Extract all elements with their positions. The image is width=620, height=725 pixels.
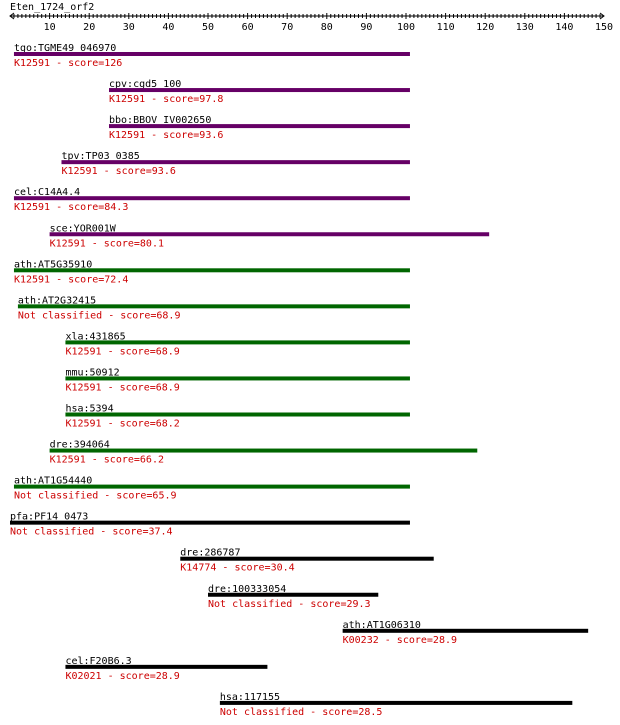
axis-right-arrow bbox=[599, 12, 605, 20]
hit-bar bbox=[65, 664, 268, 669]
hit-bar bbox=[17, 304, 410, 309]
hit-name: hsa:117155 bbox=[220, 692, 280, 703]
hit-row: dre:286787 K14774 - score=30.4 bbox=[180, 548, 434, 574]
tick-label: 60 bbox=[242, 22, 254, 33]
hit-row: bbo:BBOV_IV002650 K12591 - score=93.6 bbox=[109, 115, 410, 141]
tick-label: 50 bbox=[202, 22, 214, 33]
hit-annotation: K02021 - score=28.9 bbox=[65, 671, 179, 682]
hit-row: tgo:TGME49_046970 K12591 - score=126 bbox=[13, 43, 410, 69]
tick-label: 90 bbox=[360, 22, 372, 33]
hit-row: ath:AT5G35910 K12591 - score=72.4 bbox=[13, 259, 410, 285]
tick-label: 150 bbox=[595, 22, 613, 33]
hit-name: mmu:50912 bbox=[65, 367, 119, 378]
hit-name: bbo:BBOV_IV002650 bbox=[109, 115, 211, 126]
hit-name: tgo:TGME49_046970 bbox=[14, 43, 116, 54]
tick-label: 10 bbox=[44, 22, 56, 33]
hit-annotation: K12591 - score=68.9 bbox=[65, 382, 179, 393]
hit-annotation: K12591 - score=97.8 bbox=[109, 94, 223, 105]
hit-bar bbox=[65, 412, 410, 417]
hit-name: dre:100333054 bbox=[208, 584, 286, 595]
axis-left-arrow bbox=[9, 12, 15, 20]
hit-row: dre:100333054 Not classified - score=29.3 bbox=[208, 584, 379, 610]
hit-bar bbox=[13, 52, 410, 56]
hit-bar bbox=[13, 268, 410, 273]
hit-name: cel:F20B6.3 bbox=[65, 656, 131, 667]
hit-row: ath:AT2G32415 Not classified - score=68.9 bbox=[17, 295, 410, 321]
hit-row: pfa:PF14_0473 Not classified - score=37.4 bbox=[10, 512, 410, 538]
hit-annotation: Not classified - score=37.4 bbox=[10, 527, 173, 538]
hit-name: tpv:TP03_0385 bbox=[61, 151, 139, 162]
hit-name: hsa:5394 bbox=[65, 404, 113, 415]
hit-annotation: K12591 - score=126 bbox=[14, 58, 122, 69]
hit-name: ath:AT1G54440 bbox=[14, 476, 92, 487]
hit-bar bbox=[65, 376, 410, 381]
hit-bar bbox=[109, 124, 410, 129]
hit-row: ath:AT1G54440 Not classified - score=65.9 bbox=[13, 476, 410, 502]
hit-row: hsa:117155 Not classified - score=28.5 bbox=[219, 692, 573, 718]
hit-name: ath:AT5G35910 bbox=[14, 259, 92, 270]
hit-annotation: K12591 - score=80.1 bbox=[50, 238, 164, 249]
hit-bar bbox=[49, 232, 490, 237]
hit-name: pfa:PF14_0473 bbox=[10, 512, 88, 523]
hit-name: cel:C14A4.4 bbox=[14, 187, 80, 198]
hit-name: ath:AT1G06310 bbox=[343, 620, 421, 631]
hit-row: cel:C14A4.4 K12591 - score=84.3 bbox=[13, 187, 410, 213]
hit-name: cpv:cgd5_100 bbox=[109, 79, 181, 90]
hit-name: dre:394064 bbox=[50, 440, 110, 451]
chart-title: Eten_1724_orf2 bbox=[10, 2, 94, 13]
hit-row: mmu:50912 K12591 - score=68.9 bbox=[65, 367, 410, 393]
hit-bar bbox=[49, 448, 478, 453]
tick-label: 70 bbox=[281, 22, 293, 33]
tick-label: 110 bbox=[437, 22, 455, 33]
hit-bar bbox=[109, 88, 410, 93]
hit-annotation: K12591 - score=68.2 bbox=[65, 419, 179, 430]
tick-label: 130 bbox=[516, 22, 534, 33]
hit-row: cel:F20B6.3 K02021 - score=28.9 bbox=[65, 656, 268, 682]
hit-annotation: K12591 - score=93.6 bbox=[109, 130, 223, 141]
hit-annotation: K12591 - score=68.9 bbox=[65, 346, 179, 357]
hit-bar bbox=[219, 700, 573, 705]
hit-list: tgo:TGME49_046970 K12591 - score=126 cpv:c… bbox=[10, 43, 589, 718]
hit-bar bbox=[61, 160, 410, 165]
hit-annotation: Not classified - score=68.9 bbox=[18, 310, 181, 321]
tick-label: 140 bbox=[555, 22, 573, 33]
hit-bar bbox=[342, 628, 589, 633]
hit-name: ath:AT2G32415 bbox=[18, 295, 96, 306]
hit-row: dre:394064 K12591 - score=66.2 bbox=[49, 440, 478, 466]
tick-label: 30 bbox=[123, 22, 135, 33]
hit-annotation: K12591 - score=93.6 bbox=[61, 166, 175, 177]
hit-annotation: Not classified - score=29.3 bbox=[208, 599, 371, 610]
tick-label: 100 bbox=[397, 22, 415, 33]
x-axis: 10 20 30 40 50 60 70 80 90 100 110 120 130 140 150 bbox=[9, 12, 613, 33]
hit-name: dre:286787 bbox=[180, 548, 240, 559]
tick-label: 80 bbox=[321, 22, 333, 33]
hit-row: ath:AT1G06310 K00232 - score=28.9 bbox=[342, 620, 589, 646]
hit-bar bbox=[10, 520, 410, 525]
hit-annotation: Not classified - score=65.9 bbox=[14, 491, 177, 502]
hit-bar bbox=[65, 340, 410, 345]
hit-row: xla:431865 K12591 - score=68.9 bbox=[65, 331, 410, 357]
hit-annotation: K12591 - score=84.3 bbox=[14, 202, 128, 213]
hit-name: xla:431865 bbox=[65, 331, 125, 342]
hit-annotation: K12591 - score=66.2 bbox=[50, 455, 164, 466]
tick-label: 120 bbox=[476, 22, 494, 33]
hit-row: hsa:5394 K12591 - score=68.2 bbox=[65, 404, 410, 430]
hit-row: cpv:cgd5_100 K12591 - score=97.8 bbox=[109, 79, 410, 105]
tick-label: 20 bbox=[83, 22, 95, 33]
hit-annotation: Not classified - score=28.5 bbox=[220, 707, 383, 718]
hit-row: tpv:TP03_0385 K12591 - score=93.6 bbox=[61, 151, 410, 177]
hit-bar bbox=[13, 484, 410, 489]
hit-row: sce:YOR001W K12591 - score=80.1 bbox=[49, 223, 490, 249]
hit-bar bbox=[180, 556, 434, 561]
hit-annotation: K14774 - score=30.4 bbox=[180, 563, 294, 574]
hit-name: sce:YOR001W bbox=[50, 223, 117, 234]
hit-annotation: K00232 - score=28.9 bbox=[343, 635, 457, 646]
hit-bar bbox=[208, 592, 379, 597]
tick-label: 40 bbox=[162, 22, 174, 33]
hit-bar bbox=[13, 196, 410, 201]
hit-annotation: K12591 - score=72.4 bbox=[14, 274, 128, 285]
